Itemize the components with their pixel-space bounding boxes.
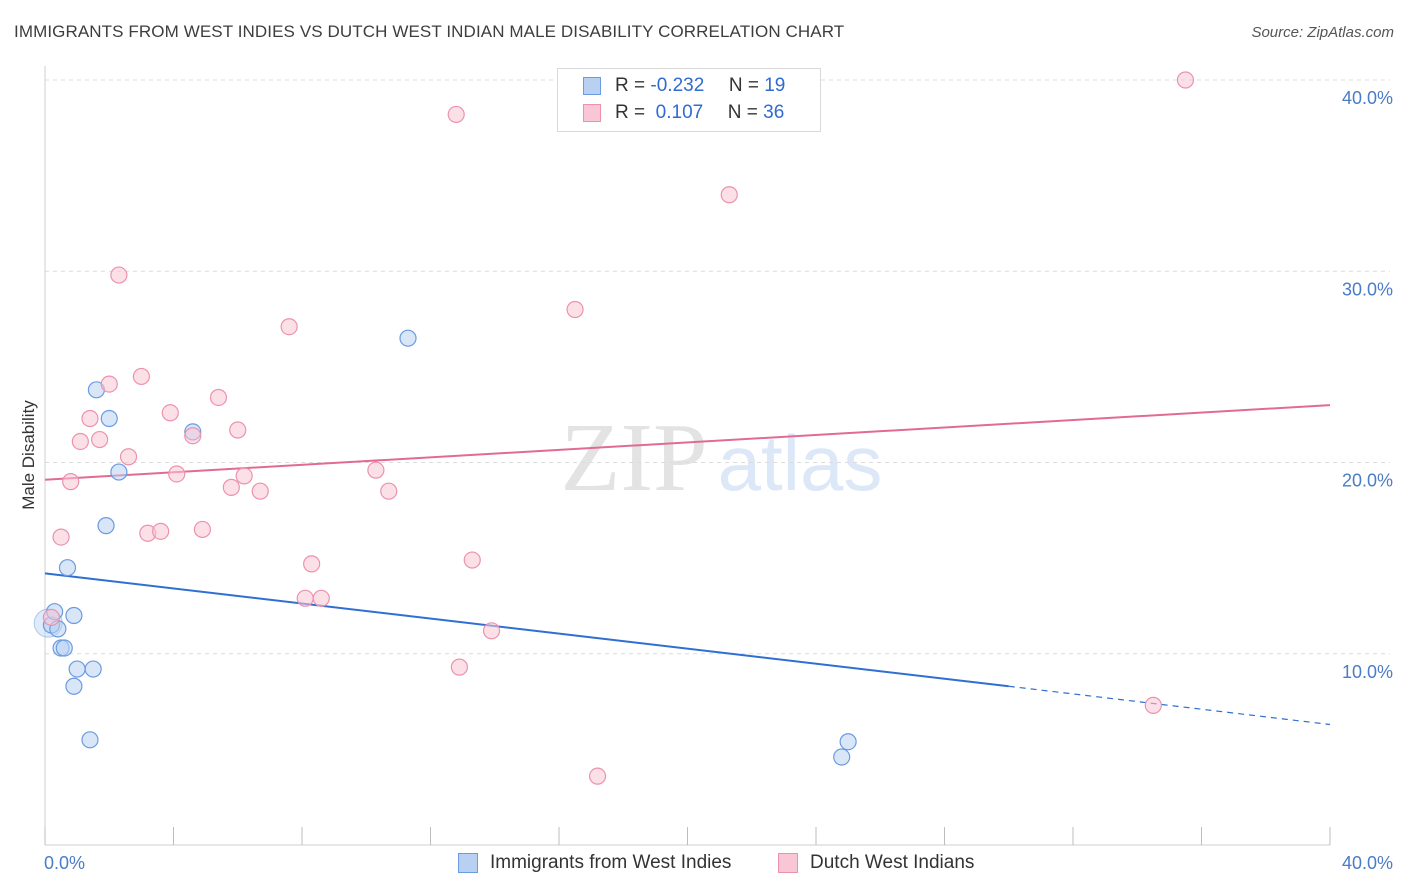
point-dutch-west-indians (235, 467, 253, 485)
trend-line-dutch-west-indians (44, 404, 1331, 481)
point-dutch-west-indians (251, 482, 269, 500)
trend-lines (44, 404, 1331, 726)
legend-swatch-blue (583, 77, 601, 95)
point-dutch-west-indians (52, 528, 70, 546)
point-west-indies (68, 660, 86, 678)
point-dutch-west-indians (380, 482, 398, 500)
point-dutch-west-indians (280, 318, 298, 336)
point-west-indies (399, 329, 417, 347)
source-credit: Source: ZipAtlas.com (1251, 24, 1394, 41)
point-dutch-west-indians (482, 622, 501, 640)
point-dutch-west-indians (81, 409, 99, 428)
point-dutch-west-indians (367, 461, 385, 479)
point-dutch-west-indians (566, 300, 584, 319)
bottom-legend-swatch-blue (458, 853, 478, 873)
point-dutch-west-indians (100, 375, 118, 393)
x-tick-label: 40.0% (1342, 853, 1393, 873)
correlation-legend: R = -0.232 N = 19 R = 0.107 N = 36 (557, 68, 821, 132)
point-dutch-west-indians (91, 430, 109, 449)
legend-r-label: R = (615, 75, 646, 96)
trend-line-west-indies (44, 572, 1009, 688)
point-west-indies (65, 606, 83, 625)
point-dutch-west-indians (184, 427, 202, 445)
bottom-legend-label: Dutch West Indians (810, 852, 975, 873)
point-dutch-west-indians (588, 767, 607, 785)
point-dutch-west-indians (110, 266, 128, 284)
point-dutch-west-indians (229, 421, 247, 439)
y-tick-label: 20.0% (1342, 471, 1393, 491)
point-dutch-west-indians (450, 658, 469, 676)
point-dutch-west-indians (222, 478, 240, 496)
point-west-indies (58, 559, 77, 577)
point-dutch-west-indians (168, 465, 186, 483)
chart-title: IMMIGRANTS FROM WEST INDIES VS DUTCH WES… (14, 22, 845, 41)
y-tick-label: 40.0% (1342, 88, 1393, 108)
legend-n-value: 36 (763, 102, 785, 123)
point-dutch-west-indians (193, 520, 212, 539)
legend-swatch-pink (583, 104, 601, 122)
tick-labels: 10.0% 20.0% 30.0% 40.0% 0.0% 40.0% (44, 88, 1393, 873)
legend-r-label: R = (615, 102, 646, 123)
point-dutch-west-indians (161, 404, 179, 422)
legend-n-value: 19 (764, 75, 786, 96)
point-west-indies (81, 731, 99, 749)
point-dutch-west-indians (119, 448, 138, 466)
point-dutch-west-indians (296, 589, 314, 607)
point-dutch-west-indians (71, 432, 89, 451)
y-axis-label: Male Disability (19, 400, 38, 510)
point-dutch-west-indians (152, 522, 170, 540)
trend-line-west-indies-extension (1008, 685, 1331, 726)
point-dutch-west-indians (42, 608, 61, 627)
x-tick-label: 0.0% (44, 853, 85, 873)
point-west-indies (65, 677, 83, 695)
point-west-indies (100, 409, 118, 428)
point-west-indies (110, 463, 128, 481)
legend-n-label: N = (728, 75, 759, 96)
bottom-legend-label: Immigrants from West Indies (490, 852, 732, 873)
point-dutch-west-indians (62, 473, 80, 491)
point-dutch-west-indians (132, 367, 150, 386)
bottom-legend-swatch-pink (778, 853, 798, 873)
point-dutch-west-indians (1176, 71, 1195, 89)
point-west-indies (833, 748, 851, 766)
point-west-indies (55, 639, 73, 657)
legend-r-value: -0.232 (650, 75, 705, 96)
point-west-indies (97, 517, 115, 535)
point-west-indies (84, 660, 102, 678)
axes (44, 66, 1331, 846)
point-dutch-west-indians (720, 186, 738, 204)
point-dutch-west-indians (463, 551, 481, 569)
legend-n-label: N = (727, 102, 758, 123)
y-tick-label: 10.0% (1342, 662, 1393, 682)
gridlines (45, 79, 1390, 655)
point-dutch-west-indians (1144, 696, 1162, 714)
watermark-zip: ZIP (561, 404, 708, 512)
point-dutch-west-indians (303, 555, 321, 573)
point-dutch-west-indians (209, 388, 228, 407)
point-dutch-west-indians (447, 105, 465, 124)
point-dutch-west-indians (312, 589, 330, 607)
data-points (33, 71, 1195, 785)
point-west-indies (839, 733, 857, 751)
legend-r-value: 0.107 (650, 102, 704, 123)
y-tick-label: 30.0% (1342, 279, 1393, 299)
